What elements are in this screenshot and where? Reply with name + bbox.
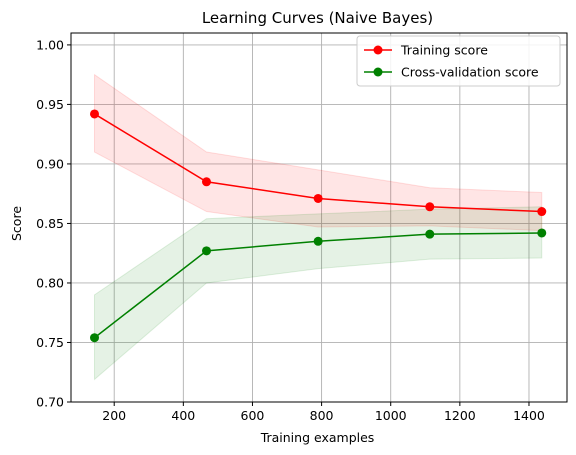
y-axis-ticks: 0.70 0.75 0.80 0.85 0.90 0.95 1.00 [36,37,71,410]
cv-score-point [90,333,100,343]
x-tick-label: 600 [241,408,265,423]
training-score-point [201,177,211,187]
x-tick-label: 1000 [375,408,407,423]
x-tick-label: 400 [171,408,195,423]
legend-box [356,35,561,87]
cv-score-point [425,229,435,239]
y-tick-label: 0.90 [36,156,64,171]
x-tick-label: 200 [102,408,126,423]
x-axis-ticks: 200 400 600 800 1000 1200 1400 [102,402,545,423]
y-tick-label: 0.75 [36,335,64,350]
legend-marker-training [373,45,383,55]
y-tick-label: 1.00 [36,37,64,52]
training-score-point [537,207,547,217]
cv-score-point [201,246,211,256]
series-markers [90,109,547,343]
x-tick-label: 1200 [444,408,476,423]
x-tick-label: 1400 [513,408,545,423]
legend-label-cv: Cross-validation score [401,65,539,80]
cv-score-band [94,206,543,381]
legend-marker-cv [373,67,383,77]
training-score-point [90,109,100,119]
training-score-point [425,202,435,212]
y-tick-label: 0.80 [36,275,64,290]
plot-frame [70,32,568,403]
cv-score-point [537,228,547,238]
confidence-bands [94,73,543,381]
cv-score-point [313,236,323,246]
x-axis-label: Training examples [260,430,375,445]
legend: Training score Cross-validation score [356,35,561,87]
legend-label-training: Training score [400,43,488,58]
y-tick-label: 0.85 [36,216,64,231]
y-tick-label: 0.95 [36,97,64,112]
x-tick-label: 800 [310,408,334,423]
y-axis-label: Score [9,206,24,241]
chart-title: Learning Curves (Naive Bayes) [202,9,433,27]
y-tick-label: 0.70 [36,395,64,410]
training-score-band [94,73,543,232]
training-score-point [313,193,323,203]
